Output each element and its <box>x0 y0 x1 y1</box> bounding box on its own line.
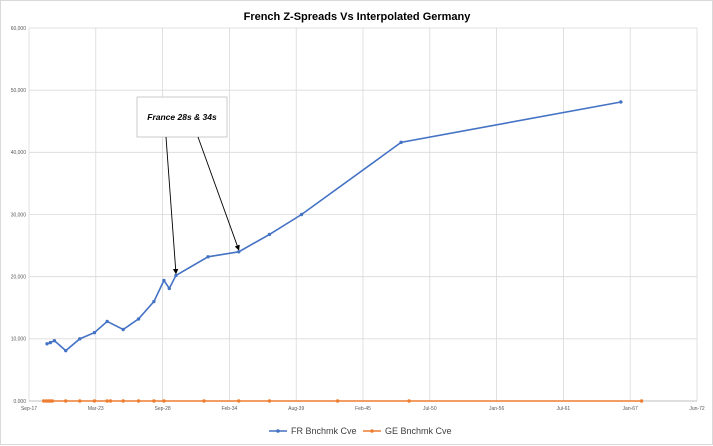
x-tick-label: Aug-39 <box>288 406 304 412</box>
series-line <box>46 101 621 352</box>
data-point <box>64 399 68 403</box>
y-tick-label: 50,000 <box>11 88 27 94</box>
y-tick-label: 30,000 <box>11 212 27 218</box>
y-tick-label: 0.000 <box>13 399 26 405</box>
data-point <box>105 399 109 403</box>
data-point <box>206 255 210 259</box>
data-point <box>237 250 241 254</box>
data-point <box>121 327 125 332</box>
data-point <box>50 399 55 403</box>
x-tick-label: Feb-34 <box>221 406 237 412</box>
y-tick-label: 20,000 <box>11 274 27 280</box>
data-point <box>237 399 241 403</box>
annotation-box <box>136 96 228 138</box>
legend-label: FR Bnchmk Cve <box>291 426 357 436</box>
data-point <box>619 100 623 104</box>
data-point <box>299 212 304 217</box>
data-point <box>105 319 109 324</box>
data-point <box>78 337 82 341</box>
data-point <box>92 399 97 403</box>
chart-title: French Z-Spreads Vs Interpolated Germany <box>244 11 472 23</box>
data-point <box>45 342 49 346</box>
axis-layer: 0.000 10,000 20,000 30,000 40,000 50,000 60,00… <box>11 26 705 412</box>
legend-layer: FR Bnchmk Cve GE Bnchmk Cve <box>269 426 452 436</box>
data-point <box>108 399 113 403</box>
data-point <box>162 399 166 403</box>
y-tick-label: 40,000 <box>11 150 27 156</box>
grid-layer <box>28 27 698 402</box>
legend-swatch-marker <box>276 429 280 433</box>
x-tick-label: Feb-45 <box>355 406 371 412</box>
series-group <box>45 100 623 353</box>
x-tick-label: Jan-56 <box>489 406 505 412</box>
x-tick-label: Sep-17 <box>21 406 37 412</box>
data-point <box>48 340 53 345</box>
y-tick-label: 10,000 <box>11 337 27 343</box>
data-point <box>335 399 340 403</box>
data-point <box>41 399 46 403</box>
data-point <box>407 399 411 403</box>
series-group <box>41 399 644 403</box>
x-tick-label: Jun-72 <box>689 406 705 412</box>
legend-swatch-marker <box>370 429 374 433</box>
data-point <box>174 273 178 278</box>
data-point <box>267 232 272 237</box>
data-point <box>121 399 125 403</box>
data-point <box>78 399 82 403</box>
annotation-text: France 28s & 34s <box>147 112 217 122</box>
data-point <box>267 399 272 403</box>
data-point <box>136 317 141 321</box>
legend-item: FR Bnchmk Cve <box>269 426 357 436</box>
data-point <box>152 399 156 403</box>
data-point <box>136 399 141 403</box>
x-tick-label: Jul-50 <box>423 406 437 412</box>
x-tick-label: Jul-61 <box>557 406 571 412</box>
annotation-arrow <box>197 136 240 251</box>
data-point <box>162 278 166 283</box>
legend-label: GE Bnchmk Cve <box>385 426 452 436</box>
data-point <box>639 399 644 403</box>
annotation-arrow <box>165 136 179 275</box>
data-point <box>167 286 171 291</box>
data-point <box>52 338 57 343</box>
series-layer <box>41 100 644 403</box>
data-point <box>92 330 97 335</box>
data-point <box>202 399 206 403</box>
legend-item: GE Bnchmk Cve <box>363 426 452 436</box>
annotation-layer: France 28s & 34s <box>136 96 240 275</box>
x-tick-label: Sep-28 <box>155 406 171 412</box>
x-tick-label: Jan-67 <box>623 406 639 412</box>
y-tick-label: 60,000 <box>11 26 27 32</box>
x-tick-label: Mar-23 <box>88 406 104 412</box>
data-point <box>64 348 68 353</box>
data-point <box>152 299 156 304</box>
data-point <box>399 140 403 145</box>
